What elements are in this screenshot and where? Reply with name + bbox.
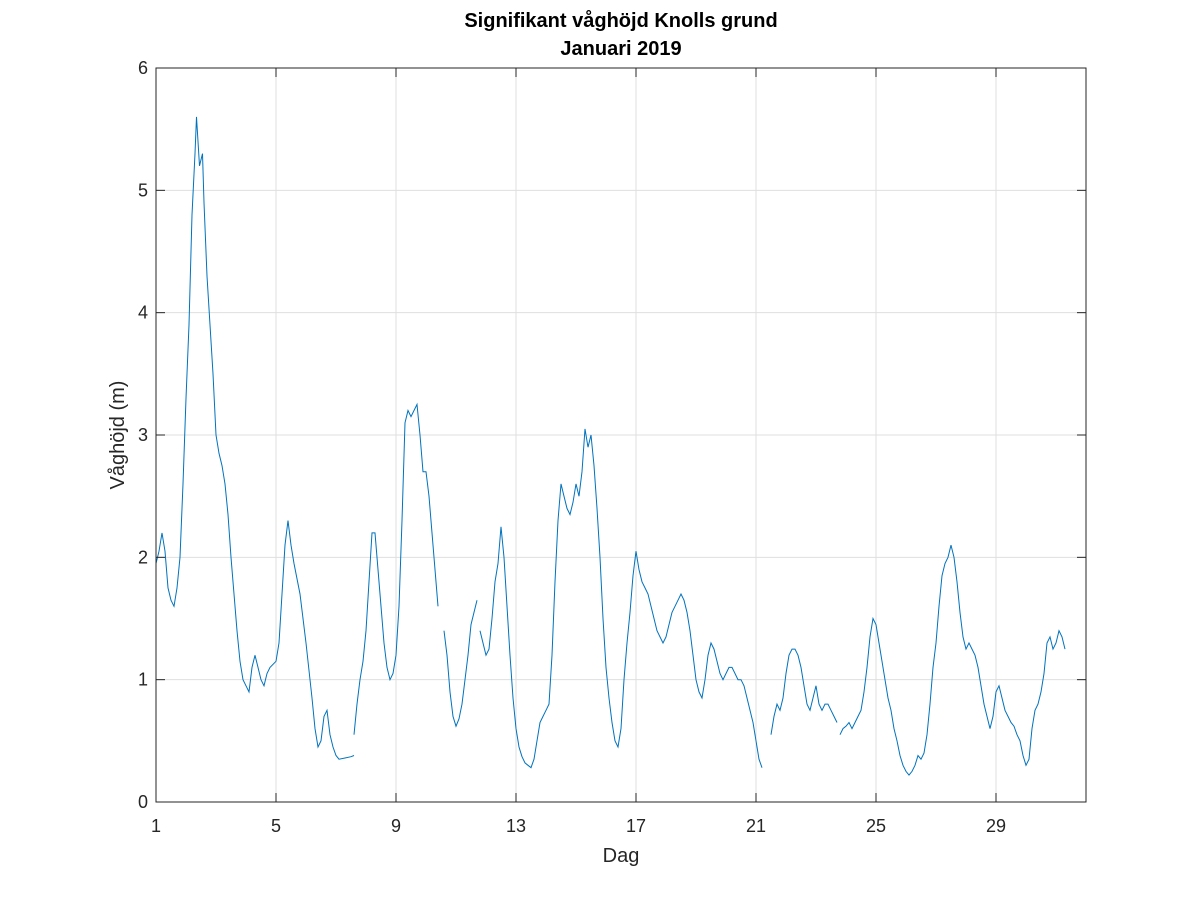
x-axis-label: Dag xyxy=(603,845,640,867)
chart-subtitle: Januari 2019 xyxy=(560,38,681,60)
ticks-y: 0 1 2 3 4 5 6 xyxy=(138,58,1086,812)
series-line-segment xyxy=(155,116,355,760)
x-tick-label: 29 xyxy=(986,816,1006,836)
series-line-segment xyxy=(443,600,478,728)
chart-title: Signifikant våghöjd Knolls grund xyxy=(464,9,777,32)
series-line-segment xyxy=(770,648,838,735)
grid-y xyxy=(156,189,1086,681)
y-tick-label: 1 xyxy=(138,670,148,690)
series-line-segment xyxy=(839,544,1066,776)
y-axis-label: Våghöjd (m) xyxy=(107,381,129,490)
y-tick-label: 0 xyxy=(138,792,148,812)
y-tick-label: 2 xyxy=(138,547,148,567)
series-line-segment xyxy=(479,428,763,769)
y-tick-label: 5 xyxy=(138,180,148,200)
series-group xyxy=(155,116,1066,776)
x-tick-label: 5 xyxy=(271,816,281,836)
ticks-x: 1 5 9 13 17 21 25 29 xyxy=(151,68,1006,836)
x-tick-label: 9 xyxy=(391,816,401,836)
y-tick-label: 3 xyxy=(138,425,148,445)
x-tick-label: 13 xyxy=(506,816,526,836)
x-tick-label: 21 xyxy=(746,816,766,836)
y-tick-label: 6 xyxy=(138,58,148,78)
series-line-segment xyxy=(353,402,439,735)
x-tick-label: 1 xyxy=(151,816,161,836)
x-tick-label: 25 xyxy=(866,816,886,836)
y-tick-label: 4 xyxy=(138,303,148,323)
x-tick-label: 17 xyxy=(626,816,646,836)
